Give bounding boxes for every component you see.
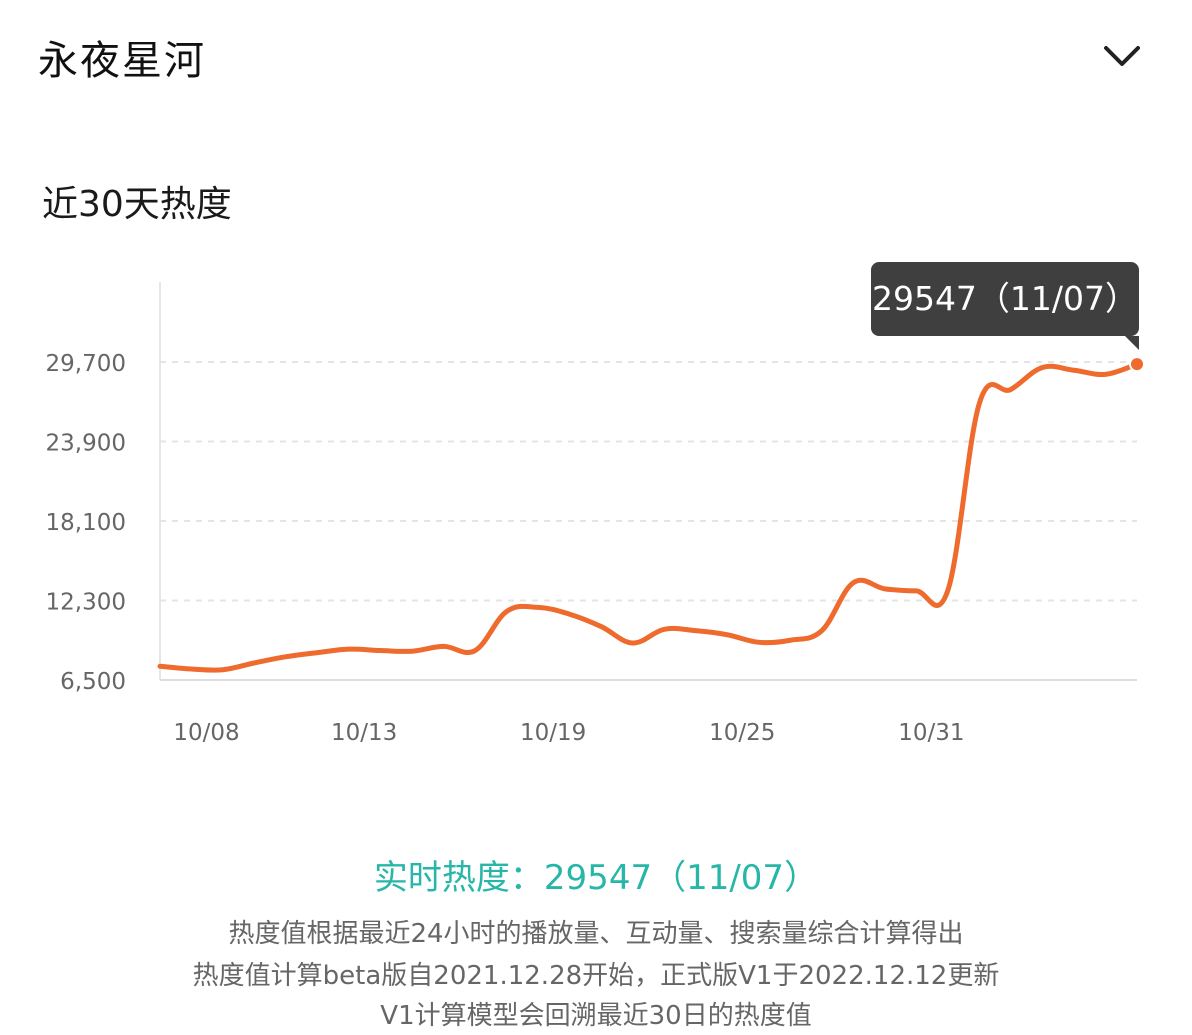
chart-tooltip: 29547（11/07） [871, 262, 1139, 350]
page-title: 永夜星河 [38, 38, 206, 84]
x-tick-label: 10/31 [898, 720, 964, 746]
y-tick-label: 6,500 [60, 669, 126, 695]
note-line-3: V1计算模型会回溯最近30日的热度值 [380, 1001, 812, 1031]
header-bar: 永夜星河 [0, 0, 1192, 115]
realtime-heat-label: 实时热度： [373, 858, 544, 898]
highlight-point [1129, 356, 1145, 373]
heat-chart: 29,700 23,900 18,100 12,300 6,500 10/08 10/13 1… [0, 250, 1192, 770]
realtime-heat-value: 29547（11/07） [543, 858, 819, 898]
x-tick-label: 10/13 [331, 720, 397, 746]
x-tick-label: 10/25 [709, 720, 775, 746]
note-line-2: 热度值计算beta版自2021.12.28开始，正式版V1于2022.12.12… [192, 961, 1000, 991]
y-tick-label: 29,700 [46, 351, 126, 377]
chevron-down-icon[interactable] [1100, 38, 1144, 74]
realtime-heat: 实时热度：29547（11/07） [0, 850, 1192, 899]
y-tick-label: 12,300 [46, 590, 126, 616]
note-line-1: 热度值根据最近24小时的播放量、互动量、搜索量综合计算得出 [228, 919, 964, 949]
heat-line-chart: 29,700 23,900 18,100 12,300 6,500 10/08 10/13 1… [46, 282, 1145, 746]
heat-series-line [157, 361, 1140, 673]
x-tick-label: 10/08 [173, 720, 239, 746]
x-tick-label: 10/19 [520, 720, 586, 746]
chart-section-title: 近30天热度 [42, 184, 232, 225]
y-tick-label: 23,900 [46, 431, 126, 457]
y-tick-label: 18,100 [46, 510, 126, 536]
